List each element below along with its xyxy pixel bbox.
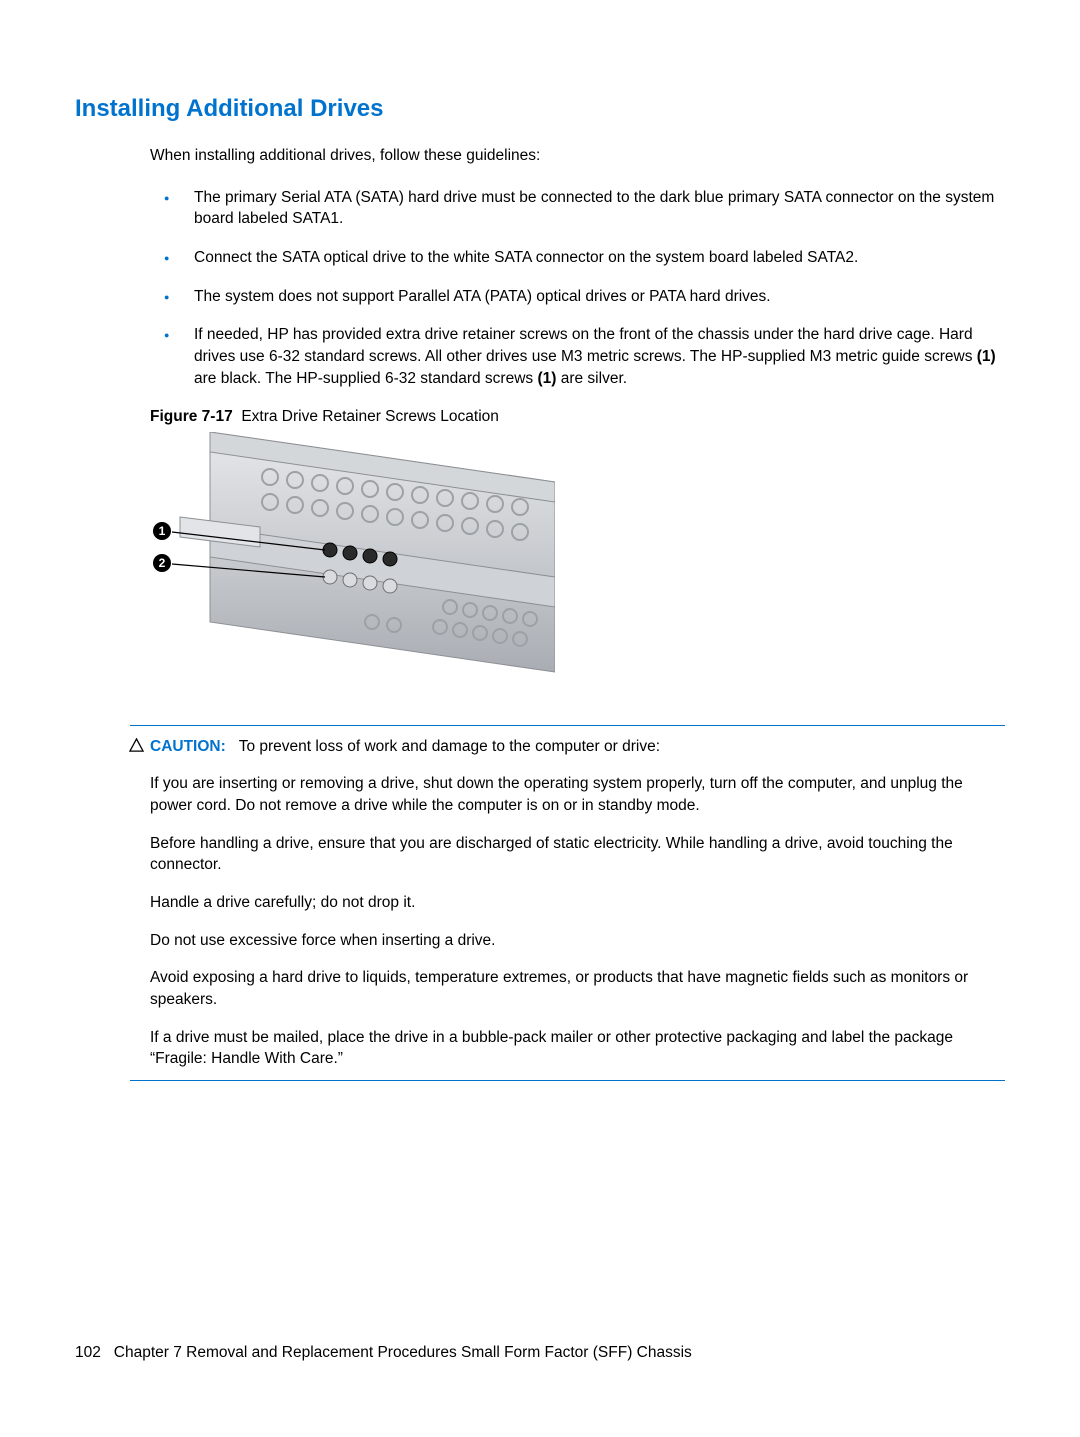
figure-image: 1 2 <box>150 432 555 707</box>
intro-paragraph: When installing additional drives, follo… <box>150 145 1005 167</box>
caution-intro: To prevent loss of work and damage to th… <box>239 738 660 755</box>
figure-caption-text: Extra Drive Retainer Screws Location <box>241 408 499 425</box>
list-item: If needed, HP has provided extra drive r… <box>150 324 1005 389</box>
figure-caption: Figure 7-17 Extra Drive Retainer Screws … <box>150 408 1005 426</box>
callout-badge-2: 2 <box>153 554 171 572</box>
list-item: Connect the SATA optical drive to the wh… <box>150 247 1005 269</box>
chassis-illustration <box>150 432 555 707</box>
list-item: The primary Serial ATA (SATA) hard drive… <box>150 187 1005 230</box>
list-item: The system does not support Parallel ATA… <box>150 286 1005 308</box>
callout-badge-1: 1 <box>153 522 171 540</box>
page-number: 102 <box>75 1344 101 1361</box>
page-footer: 102 Chapter 7 Removal and Replacement Pr… <box>75 1344 692 1362</box>
figure-label: Figure 7-17 <box>150 408 233 425</box>
caution-paragraph: Before handling a drive, ensure that you… <box>150 833 991 876</box>
caution-paragraph: Do not use excessive force when insertin… <box>150 930 991 952</box>
caution-paragraph: If you are inserting or removing a drive… <box>150 773 991 816</box>
caution-icon <box>129 738 144 753</box>
section-heading: Installing Additional Drives <box>75 95 1005 123</box>
caution-box: CAUTION: To prevent loss of work and dam… <box>130 725 1005 1082</box>
chapter-title: Chapter 7 Removal and Replacement Proced… <box>114 1344 692 1361</box>
caution-header: CAUTION: To prevent loss of work and dam… <box>130 736 991 758</box>
document-page: Installing Additional Drives When instal… <box>0 0 1080 1437</box>
caution-paragraph: If a drive must be mailed, place the dri… <box>150 1027 991 1070</box>
guidelines-list: The primary Serial ATA (SATA) hard drive… <box>150 187 1005 390</box>
caution-paragraph: Avoid exposing a hard drive to liquids, … <box>150 967 991 1010</box>
caution-paragraph: Handle a drive carefully; do not drop it… <box>150 892 991 914</box>
caution-label: CAUTION: <box>150 738 226 755</box>
